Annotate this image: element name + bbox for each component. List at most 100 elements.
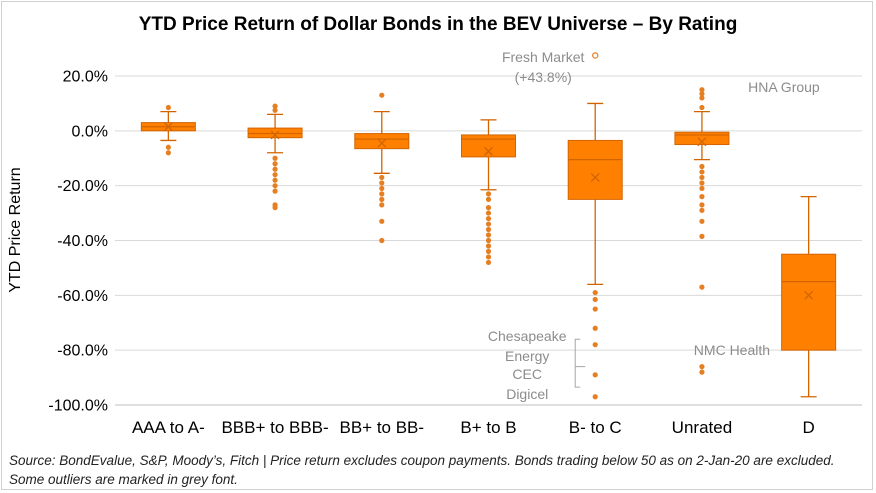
outlier-annotation: Energy — [505, 348, 549, 364]
outlier-annotation: HNA Group — [748, 79, 820, 95]
outlier-point — [272, 103, 278, 109]
category-label: BB+ to BB- — [339, 418, 424, 437]
outlier-point — [699, 104, 705, 111]
box-iqr — [247, 127, 303, 139]
outlier-point — [699, 218, 705, 224]
mean-marker — [697, 137, 707, 147]
y-tick-labels: 20.0% 0.0% -20.0% -40.0% -60.0% -80.0% -100.0% — [48, 69, 108, 415]
box-group — [461, 119, 516, 266]
category-label: D — [803, 418, 815, 437]
outlier-point — [485, 232, 492, 238]
source-footnote: Source: BondEvalue, S&P, Moody’s, Fitch … — [9, 453, 835, 487]
outlier-point — [592, 372, 598, 378]
outlier-point — [699, 87, 705, 93]
outlier-point — [379, 218, 385, 224]
category-label: Unrated — [672, 418, 732, 437]
outlier-point — [165, 104, 171, 111]
outlier-point — [165, 144, 171, 150]
outlier-point — [592, 296, 598, 303]
mean-marker — [590, 172, 600, 182]
category-label: B+ to B — [460, 418, 516, 437]
outlier-point — [272, 172, 278, 178]
outlier-point — [592, 342, 598, 348]
outlier-point — [485, 243, 492, 249]
outlier-annotation: (+43.8%) — [515, 69, 572, 85]
outlier-point — [699, 364, 705, 370]
outlier-point — [699, 163, 705, 170]
outlier-point — [699, 185, 705, 192]
mean-marker — [484, 146, 493, 156]
outlier-point — [699, 95, 705, 101]
outlier-point — [272, 155, 278, 161]
outlier-point — [485, 248, 492, 255]
outlier-point — [485, 259, 492, 266]
outlier-point — [699, 207, 705, 213]
annotations: Fresh Market (+43.8%) HNA Group NMC Health C… — [488, 49, 820, 402]
box-iqr — [567, 139, 623, 200]
outlier-point — [592, 325, 598, 331]
chart-title: YTD Price Return of Dollar Bonds in the … — [138, 14, 738, 35]
y-tick-label: 0.0% — [72, 123, 108, 140]
box-iqr — [354, 133, 410, 150]
outlier-point — [485, 215, 492, 222]
outlier-point — [485, 205, 492, 211]
y-tick-label: -100.0% — [48, 398, 108, 415]
outlier-point — [485, 226, 492, 233]
box-group — [140, 104, 196, 156]
mean-marker — [804, 290, 814, 300]
box-group — [781, 195, 837, 398]
outlier-point — [699, 284, 705, 290]
outlier-annotation: CEC — [512, 366, 542, 382]
outlier-point — [699, 174, 705, 181]
outlier-point — [485, 191, 492, 197]
outlier-point — [379, 180, 385, 186]
box-iqr — [461, 134, 516, 158]
category-labels: AAA to A- BBB+ to BBB- BB+ to BB- B+ to B B-… — [132, 418, 815, 437]
outlier-point — [272, 177, 278, 183]
mean-marker — [163, 122, 173, 132]
y-tick-label: -80.0% — [57, 343, 108, 360]
outlier-point — [699, 169, 705, 175]
outlier-point — [699, 194, 705, 200]
y-tick-label: 20.0% — [63, 69, 108, 86]
outlier-point — [272, 205, 278, 211]
box-group — [354, 92, 410, 244]
annotation-bracket — [574, 338, 581, 388]
category-label: AAA to A- — [132, 418, 205, 437]
box-group — [674, 87, 730, 375]
outlier-point — [272, 107, 278, 113]
outlier-point — [485, 237, 492, 244]
outlier-point — [485, 221, 492, 227]
outlier-annotation: NMC Health — [694, 342, 770, 358]
outlier-point — [592, 52, 599, 59]
outlier-point — [379, 185, 385, 192]
outlier-point — [699, 369, 705, 375]
outlier-point — [485, 254, 492, 260]
outlier-point — [592, 289, 598, 296]
y-tick-label: -40.0% — [57, 233, 108, 250]
outlier-point — [379, 92, 385, 98]
mean-marker — [377, 138, 387, 148]
boxes — [140, 52, 837, 400]
y-tick-label: -60.0% — [57, 288, 108, 305]
outlier-point — [699, 233, 705, 239]
box-group — [567, 52, 623, 400]
outlier-point — [272, 166, 278, 172]
outlier-point — [272, 161, 278, 167]
mean-marker — [270, 130, 280, 140]
outlier-point — [699, 202, 705, 208]
category-label: BBB+ to BBB- — [221, 418, 328, 437]
outlier-annotation: Fresh Market — [502, 49, 585, 65]
outlier-point — [272, 188, 278, 194]
outlier-annotation: Chesapeake — [488, 328, 567, 344]
outlier-point — [592, 306, 598, 312]
box-group — [247, 103, 303, 211]
outlier-point — [379, 202, 385, 208]
category-label: B- to C — [569, 418, 622, 437]
outlier-point — [699, 91, 705, 97]
outlier-point — [272, 183, 278, 189]
box-iqr — [781, 253, 837, 351]
outlier-point — [379, 174, 385, 181]
